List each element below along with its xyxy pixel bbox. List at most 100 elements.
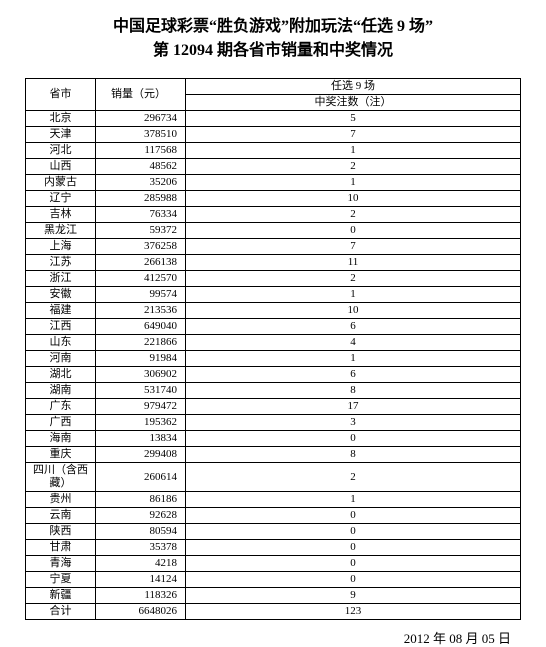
table-row: 湖北3069026 bbox=[26, 367, 521, 383]
cell-province: 青海 bbox=[26, 556, 96, 572]
cell-province: 山西 bbox=[26, 159, 96, 175]
cell-wins: 0 bbox=[186, 556, 521, 572]
table-row: 黑龙江593720 bbox=[26, 223, 521, 239]
cell-province: 黑龙江 bbox=[26, 223, 96, 239]
cell-wins: 8 bbox=[186, 447, 521, 463]
cell-sales: 13834 bbox=[96, 431, 186, 447]
report-date: 2012 年 08 月 05 日 bbox=[25, 628, 521, 647]
table-row: 内蒙古352061 bbox=[26, 175, 521, 191]
cell-sales: 6648026 bbox=[96, 604, 186, 620]
cell-wins: 0 bbox=[186, 508, 521, 524]
header-game: 任选 9 场 bbox=[186, 79, 521, 95]
cell-sales: 376258 bbox=[96, 239, 186, 255]
cell-wins: 7 bbox=[186, 127, 521, 143]
cell-province: 海南 bbox=[26, 431, 96, 447]
cell-sales: 412570 bbox=[96, 271, 186, 287]
cell-province: 江西 bbox=[26, 319, 96, 335]
table-row: 甘肃353780 bbox=[26, 540, 521, 556]
cell-sales: 195362 bbox=[96, 415, 186, 431]
cell-province: 合计 bbox=[26, 604, 96, 620]
cell-sales: 86186 bbox=[96, 492, 186, 508]
cell-wins: 0 bbox=[186, 572, 521, 588]
table-row: 天津3785107 bbox=[26, 127, 521, 143]
table-row: 四川（含西藏）2606142 bbox=[26, 463, 521, 492]
title-line-1: 中国足球彩票“胜负游戏”附加玩法“任选 9 场” bbox=[25, 15, 521, 39]
table-row: 上海3762587 bbox=[26, 239, 521, 255]
cell-province: 吉林 bbox=[26, 207, 96, 223]
cell-province: 福建 bbox=[26, 303, 96, 319]
cell-province: 河南 bbox=[26, 351, 96, 367]
cell-sales: 299408 bbox=[96, 447, 186, 463]
table-row: 江西6490406 bbox=[26, 319, 521, 335]
table-row: 福建21353610 bbox=[26, 303, 521, 319]
cell-sales: 80594 bbox=[96, 524, 186, 540]
cell-wins: 2 bbox=[186, 271, 521, 287]
cell-sales: 4218 bbox=[96, 556, 186, 572]
cell-wins: 0 bbox=[186, 223, 521, 239]
cell-province: 新疆 bbox=[26, 588, 96, 604]
cell-wins: 3 bbox=[186, 415, 521, 431]
table-row: 云南926280 bbox=[26, 508, 521, 524]
table-row: 山东2218664 bbox=[26, 335, 521, 351]
cell-sales: 306902 bbox=[96, 367, 186, 383]
table-row: 青海42180 bbox=[26, 556, 521, 572]
table-row: 陕西805940 bbox=[26, 524, 521, 540]
header-sales: 销量（元） bbox=[96, 79, 186, 111]
cell-sales: 92628 bbox=[96, 508, 186, 524]
table-row: 北京2967345 bbox=[26, 111, 521, 127]
cell-sales: 266138 bbox=[96, 255, 186, 271]
cell-wins: 5 bbox=[186, 111, 521, 127]
header-province: 省市 bbox=[26, 79, 96, 111]
cell-province: 浙江 bbox=[26, 271, 96, 287]
cell-sales: 649040 bbox=[96, 319, 186, 335]
cell-province: 内蒙古 bbox=[26, 175, 96, 191]
table-row: 广东97947217 bbox=[26, 399, 521, 415]
cell-wins: 0 bbox=[186, 524, 521, 540]
cell-sales: 14124 bbox=[96, 572, 186, 588]
cell-sales: 76334 bbox=[96, 207, 186, 223]
cell-province: 湖北 bbox=[26, 367, 96, 383]
cell-sales: 979472 bbox=[96, 399, 186, 415]
header-wins: 中奖注数（注） bbox=[186, 95, 521, 111]
cell-sales: 378510 bbox=[96, 127, 186, 143]
cell-province: 陕西 bbox=[26, 524, 96, 540]
cell-sales: 35206 bbox=[96, 175, 186, 191]
cell-province: 广西 bbox=[26, 415, 96, 431]
cell-wins: 2 bbox=[186, 207, 521, 223]
cell-province: 云南 bbox=[26, 508, 96, 524]
table-row: 江苏26613811 bbox=[26, 255, 521, 271]
title-line-2: 第 12094 期各省市销量和中奖情况 bbox=[25, 39, 521, 63]
table-row: 湖南5317408 bbox=[26, 383, 521, 399]
cell-wins: 1 bbox=[186, 143, 521, 159]
cell-wins: 9 bbox=[186, 588, 521, 604]
cell-province: 辽宁 bbox=[26, 191, 96, 207]
table-body: 北京2967345天津3785107河北1175681山西485622内蒙古35… bbox=[26, 111, 521, 620]
table-row: 新疆1183269 bbox=[26, 588, 521, 604]
table-row: 山西485622 bbox=[26, 159, 521, 175]
table-row: 河南919841 bbox=[26, 351, 521, 367]
cell-wins: 1 bbox=[186, 175, 521, 191]
cell-province: 安徽 bbox=[26, 287, 96, 303]
cell-province: 北京 bbox=[26, 111, 96, 127]
table-row: 合计6648026123 bbox=[26, 604, 521, 620]
cell-province: 上海 bbox=[26, 239, 96, 255]
cell-sales: 296734 bbox=[96, 111, 186, 127]
cell-sales: 35378 bbox=[96, 540, 186, 556]
cell-wins: 4 bbox=[186, 335, 521, 351]
cell-sales: 221866 bbox=[96, 335, 186, 351]
cell-province: 宁夏 bbox=[26, 572, 96, 588]
cell-wins: 10 bbox=[186, 303, 521, 319]
cell-province: 贵州 bbox=[26, 492, 96, 508]
table-row: 贵州861861 bbox=[26, 492, 521, 508]
cell-sales: 118326 bbox=[96, 588, 186, 604]
cell-wins: 17 bbox=[186, 399, 521, 415]
cell-wins: 1 bbox=[186, 351, 521, 367]
cell-wins: 0 bbox=[186, 431, 521, 447]
cell-province: 天津 bbox=[26, 127, 96, 143]
cell-province: 湖南 bbox=[26, 383, 96, 399]
cell-wins: 1 bbox=[186, 492, 521, 508]
table-row: 吉林763342 bbox=[26, 207, 521, 223]
table-row: 辽宁28598810 bbox=[26, 191, 521, 207]
cell-province: 山东 bbox=[26, 335, 96, 351]
cell-province: 四川（含西藏） bbox=[26, 463, 96, 492]
